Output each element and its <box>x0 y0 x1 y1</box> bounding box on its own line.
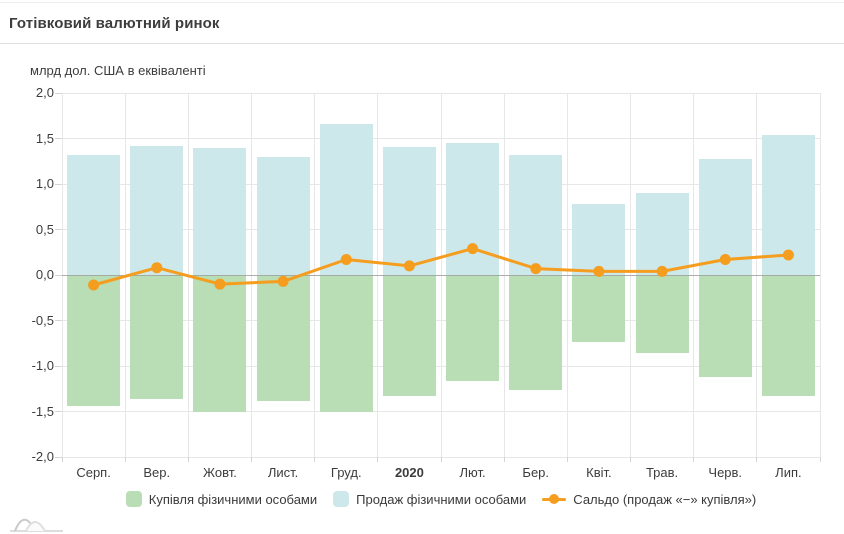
x-axis-tick <box>187 457 189 462</box>
x-gridline <box>819 93 821 457</box>
y-axis-tick <box>55 229 62 230</box>
x-axis-tick <box>124 457 126 462</box>
sell-bar[interactable] <box>509 154 563 275</box>
buy-bar[interactable] <box>761 275 815 397</box>
legend-item-saldo[interactable]: Сальдо (продаж «−» купівля») <box>542 492 756 507</box>
chart-plot-area: 2,0 1,5 1,0 0,5 0,0 -0,5 -1,0 -1,5 -2,0 Серп. Вер.… <box>32 85 821 480</box>
y-axis-tick <box>55 183 62 185</box>
y-axis-tick <box>55 320 62 321</box>
buy-bar[interactable] <box>67 275 121 407</box>
area-chart-watermark-icon <box>10 518 63 532</box>
sell-bar[interactable] <box>193 147 247 275</box>
x-axis-tick <box>566 457 568 462</box>
x-axis-label: Трав. <box>645 465 679 480</box>
sell-bar[interactable] <box>635 193 689 275</box>
buy-bar[interactable] <box>193 275 247 413</box>
chart-header: Готівковий валютний ринок <box>0 2 844 44</box>
y-axis-label: 2,0 <box>35 85 54 100</box>
sell-bar[interactable] <box>319 123 373 275</box>
buy-bar[interactable] <box>509 275 563 390</box>
x-axis-label: Груд. <box>330 465 362 480</box>
y-axis-label: -1,0 <box>31 358 54 373</box>
x-axis-label: Вер. <box>143 465 171 480</box>
buy-series-swatch <box>125 491 142 507</box>
sell-bar[interactable] <box>130 145 184 275</box>
x-axis-label: Черв. <box>708 465 743 480</box>
y-axis-label: -1,5 <box>31 403 54 419</box>
y-axis-tick <box>55 456 62 458</box>
page-title: Готівковий валютний ринок <box>9 14 220 32</box>
buy-bar[interactable] <box>130 275 184 399</box>
y-axis-tick <box>55 274 62 276</box>
y-axis-tick <box>55 92 62 94</box>
chart-legend: Купівля фізичними особами Продаж фізични… <box>62 491 820 507</box>
x-axis-label: Бер. <box>522 465 550 480</box>
legend-label-saldo: Сальдо (продаж «−» купівля») <box>573 491 757 507</box>
x-axis-label: Серп. <box>76 465 111 480</box>
x-axis-label: Лют. <box>459 465 486 480</box>
x-axis-label: Лип. <box>775 465 802 480</box>
y-axis-label: -2,0 <box>31 449 54 464</box>
zero-line <box>62 274 820 276</box>
x-axis-tick <box>630 457 631 462</box>
sell-bar[interactable] <box>67 154 121 275</box>
legend-item-sell[interactable]: Продаж фізичними особами <box>333 491 526 507</box>
y-axis-unit-label: млрд дол. США в еквіваленті <box>30 63 206 78</box>
sell-bar[interactable] <box>382 146 436 275</box>
sell-bar[interactable] <box>572 204 626 275</box>
buy-bar[interactable] <box>635 275 689 354</box>
x-axis-tick <box>756 457 758 462</box>
x-axis-tick <box>314 457 316 462</box>
x-axis-label: Лист. <box>267 465 299 480</box>
sell-bar[interactable] <box>446 143 500 275</box>
sell-bar[interactable] <box>698 159 752 275</box>
x-axis-tick <box>251 457 252 462</box>
buy-bar[interactable] <box>446 275 500 382</box>
x-axis-tick <box>693 457 695 462</box>
legend-item-buy[interactable]: Купівля фізичними особами <box>125 491 318 507</box>
y-axis-label: 1,5 <box>35 130 54 146</box>
buy-bar[interactable] <box>319 275 373 412</box>
y-axis-label: 0,5 <box>35 221 54 237</box>
sell-bar[interactable] <box>761 134 815 275</box>
x-axis-tick <box>377 457 379 462</box>
y-axis-tick <box>55 365 62 367</box>
x-axis-label: 2020 <box>394 465 424 480</box>
saldo-line-marker-icon <box>542 493 567 505</box>
x-axis-label: Жовт. <box>202 465 237 480</box>
legend-label-buy: Купівля фізичними особами <box>148 491 318 507</box>
buy-bar[interactable] <box>256 275 310 401</box>
buy-bar[interactable] <box>572 275 626 343</box>
y-axis-label: 0,0 <box>35 267 54 282</box>
x-axis-tick <box>440 457 442 462</box>
y-axis-tick <box>55 411 62 412</box>
x-axis-label: Квіт. <box>586 465 612 480</box>
buy-bar[interactable] <box>698 275 752 377</box>
buy-bar[interactable] <box>382 275 436 397</box>
sell-bar[interactable] <box>256 156 310 275</box>
y-axis-label: -0,5 <box>31 312 54 328</box>
x-axis-tick <box>819 457 821 462</box>
x-axis-tick <box>503 457 505 462</box>
y-axis-label: 1,0 <box>35 176 54 191</box>
y-axis-tick <box>55 138 62 139</box>
sell-series-swatch <box>333 491 350 507</box>
x-axis-tick <box>61 457 63 462</box>
legend-label-sell: Продаж фізичними особами <box>356 491 527 507</box>
